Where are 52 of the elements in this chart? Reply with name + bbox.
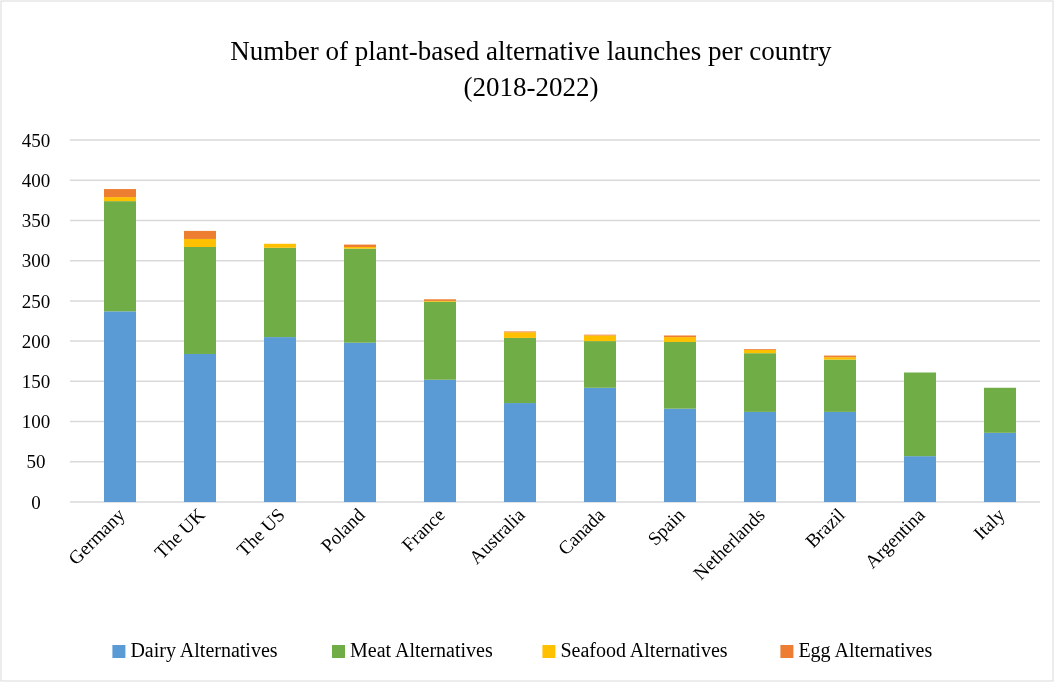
bar <box>184 230 216 239</box>
bar <box>264 243 296 248</box>
chart-subtitle: (2018-2022) <box>463 72 599 102</box>
bar <box>824 359 856 412</box>
legend-label: Meat Alternatives <box>350 639 493 661</box>
bar <box>744 353 776 412</box>
bar <box>824 411 856 502</box>
bar <box>184 353 216 502</box>
bar <box>584 341 616 388</box>
bar <box>504 337 536 404</box>
legend-label: Seafood Alternatives <box>560 639 728 661</box>
y-tick-label: 350 <box>21 210 51 232</box>
bar <box>504 403 536 502</box>
bar <box>264 337 296 502</box>
y-tick-label: 150 <box>21 370 51 392</box>
bar <box>584 387 616 502</box>
bar <box>904 372 936 457</box>
chart-title: Number of plant-based alternative launches per country <box>230 36 833 66</box>
legend-label: Egg Alternatives <box>798 639 933 662</box>
bar <box>424 301 456 380</box>
bar <box>504 332 536 338</box>
y-tick-label: 100 <box>21 411 51 433</box>
y-tick-label: 50 <box>26 451 46 473</box>
bar <box>344 342 376 502</box>
bar <box>584 335 616 342</box>
y-tick-label: 300 <box>21 250 51 272</box>
bar <box>664 337 696 342</box>
bar <box>984 387 1016 433</box>
x-tick-label: The US <box>232 503 289 561</box>
bar <box>104 189 136 198</box>
bar <box>104 311 136 502</box>
y-tick-label: 400 <box>21 169 51 191</box>
y-tick-label: 200 <box>21 330 51 352</box>
bar <box>424 379 456 502</box>
x-tick-label: The UK <box>150 503 210 563</box>
bar <box>104 201 136 312</box>
bar <box>744 349 776 354</box>
bar <box>264 247 296 338</box>
bar <box>744 411 776 502</box>
bar <box>104 197 136 202</box>
bar <box>184 238 216 247</box>
bar <box>184 246 216 354</box>
x-tick-label: Italy <box>969 503 1010 544</box>
bar <box>344 248 376 343</box>
bar <box>664 408 696 502</box>
legend-label: Dairy Alternatives <box>130 639 278 662</box>
y-tick-label: 0 <box>31 491 41 513</box>
bar <box>984 432 1016 502</box>
bar <box>904 456 936 502</box>
y-tick-label: 450 <box>21 129 51 151</box>
bar <box>664 341 696 409</box>
y-tick-label: 250 <box>21 290 51 312</box>
